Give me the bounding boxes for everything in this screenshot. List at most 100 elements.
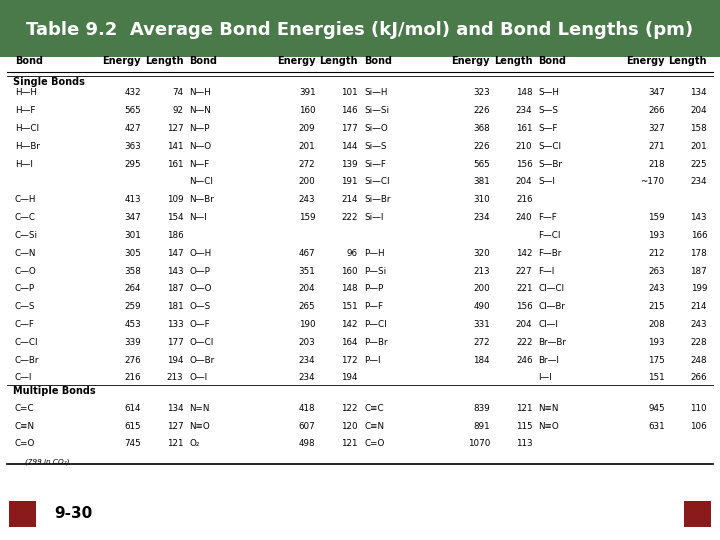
Text: 565: 565 <box>124 106 141 115</box>
Text: Length: Length <box>145 56 184 66</box>
Text: 264: 264 <box>125 285 141 293</box>
Text: Cl—I: Cl—I <box>539 320 559 329</box>
Text: 295: 295 <box>125 160 141 168</box>
Text: 222: 222 <box>516 338 533 347</box>
Text: S—H: S—H <box>539 89 559 97</box>
Text: 127: 127 <box>166 124 184 133</box>
Text: 187: 187 <box>690 267 707 275</box>
Text: 234: 234 <box>299 356 315 364</box>
Text: 191: 191 <box>341 178 358 186</box>
Text: Br—I: Br—I <box>539 356 559 364</box>
Text: Table 9.2  Average Bond Energies (kJ/mol) and Bond Lengths (pm): Table 9.2 Average Bond Energies (kJ/mol)… <box>27 21 693 39</box>
Text: 368: 368 <box>473 124 490 133</box>
Text: Bond: Bond <box>364 56 392 66</box>
Text: 109: 109 <box>166 195 184 204</box>
Text: S—S: S—S <box>539 106 559 115</box>
Text: Bond: Bond <box>539 56 567 66</box>
Text: 614: 614 <box>125 404 141 413</box>
Text: 204: 204 <box>516 320 533 329</box>
Text: 839: 839 <box>473 404 490 413</box>
Text: C—S: C—S <box>15 302 35 311</box>
Text: 240: 240 <box>516 213 533 222</box>
Text: Si—Si: Si—Si <box>364 106 389 115</box>
Text: P—Br: P—Br <box>364 338 387 347</box>
Text: 323: 323 <box>473 89 490 97</box>
Text: 101: 101 <box>341 89 358 97</box>
Text: 151: 151 <box>648 374 665 382</box>
Text: O—F: O—F <box>189 320 210 329</box>
Text: 159: 159 <box>299 213 315 222</box>
Text: 178: 178 <box>690 249 707 258</box>
Text: Multiple Bonds: Multiple Bonds <box>13 386 96 396</box>
Text: C—C: C—C <box>15 213 36 222</box>
Text: 351: 351 <box>299 267 315 275</box>
Text: 226: 226 <box>474 106 490 115</box>
Text: 498: 498 <box>299 440 315 448</box>
Text: 154: 154 <box>166 213 184 222</box>
Text: 92: 92 <box>172 106 184 115</box>
Text: 96: 96 <box>347 249 358 258</box>
Text: 110: 110 <box>690 404 707 413</box>
Text: 248: 248 <box>690 356 707 364</box>
Text: Length: Length <box>494 56 533 66</box>
Text: C=O: C=O <box>364 440 384 448</box>
Text: 141: 141 <box>167 142 184 151</box>
Text: 147: 147 <box>166 249 184 258</box>
Text: 615: 615 <box>125 422 141 430</box>
Text: 301: 301 <box>124 231 141 240</box>
Text: P—Cl: P—Cl <box>364 320 387 329</box>
Text: C≡N: C≡N <box>15 422 35 430</box>
Text: O—I: O—I <box>189 374 207 382</box>
Text: 272: 272 <box>299 160 315 168</box>
Text: 226: 226 <box>474 142 490 151</box>
Text: 1070: 1070 <box>468 440 490 448</box>
Text: Si—H: Si—H <box>364 89 387 97</box>
Text: 156: 156 <box>516 302 533 311</box>
Text: 144: 144 <box>341 142 358 151</box>
Text: 115: 115 <box>516 422 533 430</box>
Text: C=O: C=O <box>15 440 35 448</box>
Text: H—H: H—H <box>15 89 37 97</box>
Text: 234: 234 <box>474 213 490 222</box>
Text: 327: 327 <box>648 124 665 133</box>
Text: Cl—Cl: Cl—Cl <box>539 285 564 293</box>
Text: 106: 106 <box>690 422 707 430</box>
Text: 418: 418 <box>299 404 315 413</box>
Text: 122: 122 <box>341 404 358 413</box>
Text: 190: 190 <box>299 320 315 329</box>
Text: S—I: S—I <box>539 178 556 186</box>
Text: 160: 160 <box>299 106 315 115</box>
Text: 161: 161 <box>516 124 533 133</box>
Text: 234: 234 <box>299 374 315 382</box>
Text: 214: 214 <box>341 195 358 204</box>
Text: 161: 161 <box>167 160 184 168</box>
Text: O—H: O—H <box>189 249 212 258</box>
Text: H—F: H—F <box>15 106 35 115</box>
Text: F—F: F—F <box>539 213 557 222</box>
Text: 276: 276 <box>125 356 141 364</box>
Text: P—P: P—P <box>364 285 383 293</box>
Text: 142: 142 <box>341 320 358 329</box>
Text: Energy: Energy <box>451 56 490 66</box>
Text: N—F: N—F <box>189 160 210 168</box>
Text: Energy: Energy <box>102 56 141 66</box>
Text: F—Cl: F—Cl <box>539 231 561 240</box>
Text: 427: 427 <box>125 124 141 133</box>
Text: 227: 227 <box>516 267 533 275</box>
Text: 156: 156 <box>516 160 533 168</box>
Text: 134: 134 <box>166 404 184 413</box>
Text: 266: 266 <box>648 106 665 115</box>
Text: 148: 148 <box>516 89 533 97</box>
Text: 139: 139 <box>341 160 358 168</box>
Text: 209: 209 <box>299 124 315 133</box>
Text: 172: 172 <box>341 356 358 364</box>
Text: N=N: N=N <box>189 404 210 413</box>
Text: Bond: Bond <box>189 56 217 66</box>
Text: P—Si: P—Si <box>364 267 386 275</box>
Text: 216: 216 <box>125 374 141 382</box>
Text: C—F: C—F <box>15 320 35 329</box>
Text: 243: 243 <box>690 320 707 329</box>
Text: 310: 310 <box>473 195 490 204</box>
Text: 272: 272 <box>474 338 490 347</box>
Text: 127: 127 <box>166 422 184 430</box>
